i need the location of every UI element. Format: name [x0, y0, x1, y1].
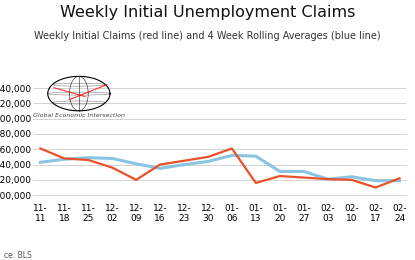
Text: Weekly Initial Claims (red line) and 4 Week Rolling Averages (blue line): Weekly Initial Claims (red line) and 4 W… — [34, 31, 381, 41]
Text: Weekly Initial Unemployment Claims: Weekly Initial Unemployment Claims — [60, 5, 355, 20]
Text: ce: BLS: ce: BLS — [4, 251, 32, 260]
Text: Global Economic Intersection: Global Economic Intersection — [33, 113, 125, 118]
